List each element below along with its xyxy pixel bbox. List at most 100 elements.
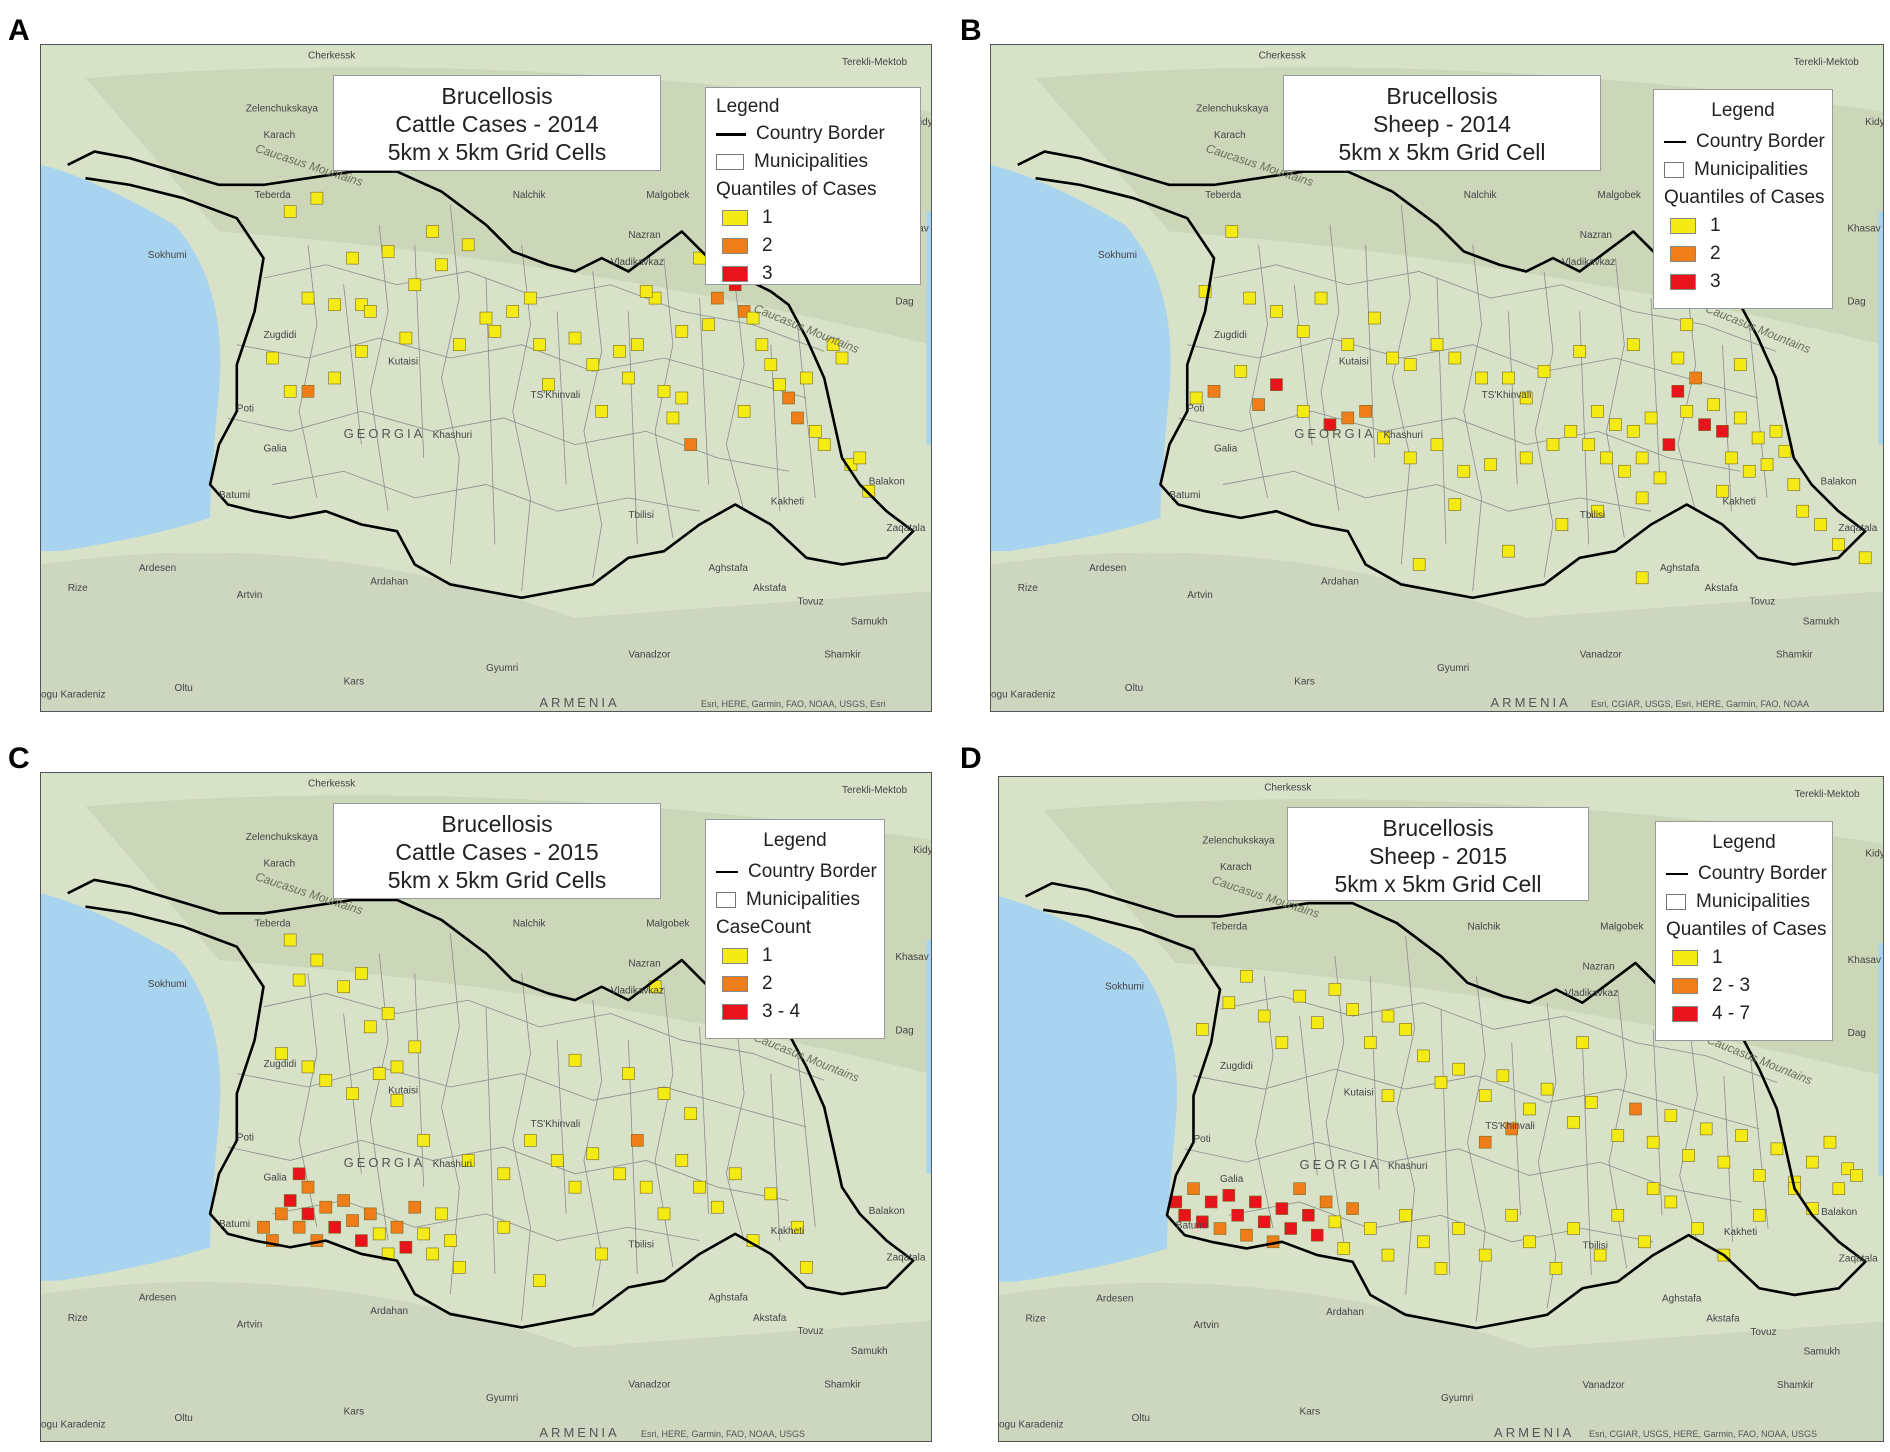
grid-cell (310, 953, 324, 967)
grid-cell (773, 378, 787, 391)
legend-label: Municipalities (1694, 159, 1809, 180)
grid-cell (1689, 371, 1703, 385)
grid-cell (675, 325, 689, 338)
panel-letter-b: B (960, 14, 982, 47)
grid-cell (426, 1247, 439, 1261)
municipality-boundary (263, 264, 825, 352)
grid-cell (755, 338, 769, 351)
title-line-2: Sheep - 2014 (1372, 111, 1512, 137)
place-label-nalchik: Nalchik (513, 919, 547, 930)
grid-cell (1519, 391, 1533, 405)
place-label-nalchik: Nalchik (1468, 922, 1502, 933)
grid-cell (1760, 458, 1774, 471)
place-label-tskhinvali: TS'Khinvali (531, 390, 581, 401)
municipality-boundary (699, 1026, 709, 1214)
grid-cell (1699, 1122, 1713, 1136)
grid-cell (355, 967, 368, 980)
swatch-class-3 (722, 1004, 748, 1020)
place-label-tovuz: Tovuz (1749, 596, 1775, 607)
grid-cell (1323, 418, 1337, 431)
map-title-box: Brucellosis Cattle Cases - 2015 5km x 5k… (333, 803, 661, 899)
grid-cell (817, 438, 831, 451)
place-label-agstafa: Aghstafa (709, 1293, 749, 1304)
swatch-class-3 (1670, 274, 1696, 290)
grid-cell (1178, 1208, 1191, 1222)
grid-cell (1611, 1208, 1625, 1222)
place-label-artvin: Artvin (237, 1319, 263, 1330)
legend-row-class-1: 1 (1654, 212, 1832, 240)
black-sea (999, 896, 1178, 1282)
municipality-boundary (485, 1006, 496, 1275)
border-line-symbol (1664, 141, 1686, 143)
municipality-boundary (1299, 1015, 1318, 1176)
grid-cell (1478, 1248, 1492, 1262)
place-label-balakon: Balakon (1821, 1207, 1857, 1218)
place-label-zaqatala: Zaqatala (1839, 1254, 1878, 1265)
place-label-kakheti: Kakheti (1724, 1227, 1757, 1238)
grid-cell (497, 1220, 511, 1234)
grid-cell (1310, 1016, 1324, 1029)
place-label-vladikavkaz: Vladikavkaz (611, 985, 664, 996)
legend-row-municipalities: Municipalities (706, 148, 920, 176)
map-panel-d: Cherkessk Zelenchukskaya Karach Teberda Nalc… (998, 776, 1884, 1442)
grid-cell (1270, 305, 1283, 318)
grid-cell (550, 1154, 564, 1167)
place-label-tbilisi: Tbilisi (628, 510, 654, 521)
grid-cell (1319, 1195, 1333, 1209)
place-label-zaqatala: Zaqatala (1838, 523, 1877, 534)
grid-cell (1626, 424, 1640, 438)
place-label-gali: Galia (264, 1172, 288, 1183)
grid-cell (301, 1180, 315, 1194)
place-label-tovuz: Tovuz (1750, 1327, 1776, 1338)
legend-label: 1 (1710, 215, 1721, 236)
municipality-boundary (512, 973, 531, 1321)
place-label-balakon: Balakon (869, 1206, 905, 1217)
grid-cell (684, 1107, 698, 1120)
place-label-teberda: Teberda (255, 190, 292, 201)
grid-cell (675, 1154, 689, 1167)
grid-cell (1796, 504, 1810, 518)
attribution: Esri, CGIAR, USGS, HERE, Garmin, FAO, NO… (1589, 1429, 1818, 1439)
legend-label: 3 (762, 263, 773, 284)
grid-cell (1484, 458, 1497, 471)
panel-letter-d: D (960, 742, 982, 775)
place-label-nalchik: Nalchik (513, 190, 547, 201)
grid-cell (1600, 451, 1613, 465)
grid-cell (568, 1053, 582, 1067)
grid-cell (461, 238, 475, 252)
grid-cell (1213, 1222, 1227, 1235)
grid-cell (1417, 1049, 1430, 1063)
legend-row-class-3: 4 - 7 (1656, 1000, 1832, 1028)
municipality-boundary (1325, 956, 1345, 1242)
place-label-georgia: GEORGIA (344, 1155, 426, 1170)
municipality-boundary (1652, 1029, 1663, 1216)
grid-cell (1540, 1082, 1554, 1096)
swatch-class-1 (1672, 950, 1698, 966)
grid-cell (1858, 551, 1872, 565)
grid-cell (417, 1134, 431, 1147)
grid-cell (1564, 424, 1578, 438)
grid-cell (274, 1207, 288, 1221)
place-label-dagestan: Dag (1847, 297, 1865, 308)
grid-cell (506, 305, 520, 318)
place-label-khasav: Khasav (895, 952, 928, 963)
legend-class-title: Quantiles of Cases (716, 179, 877, 200)
grid-cell (1496, 1069, 1510, 1083)
legend-label: 2 - 3 (1712, 975, 1751, 996)
place-label-kakheti: Kakheti (771, 497, 804, 508)
place-label-shamkir: Shamkir (1777, 1380, 1814, 1391)
place-label-khashuri: Khashuri (1383, 430, 1422, 441)
legend-label: 2 (762, 235, 773, 256)
grid-cell (337, 1194, 350, 1207)
grid-cell (1478, 1135, 1492, 1149)
municipality-boundary (770, 1073, 781, 1241)
legend-label: 1 (1712, 947, 1723, 968)
legend-title: Legend (763, 830, 827, 851)
place-label-kutaisi: Kutaisi (388, 1086, 418, 1097)
place-label-armenia: ARMENIA (539, 1425, 619, 1440)
grid-cell (595, 405, 609, 418)
place-label-tovuz: Tovuz (798, 596, 824, 607)
grid-cell (853, 451, 867, 465)
grid-cell (568, 331, 582, 345)
place-label-khasav: Khasav (1847, 223, 1880, 234)
